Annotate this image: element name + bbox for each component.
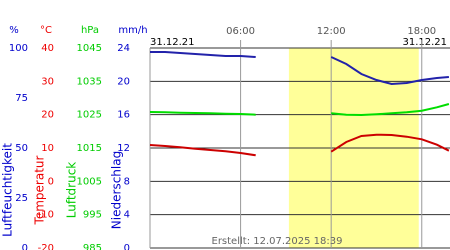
- series-line: [149, 133, 450, 157]
- axis-label: Luftdruck: [65, 162, 79, 219]
- y-tick-label: 0: [48, 176, 54, 187]
- axis-label: Temperatur: [33, 155, 47, 225]
- axis-unit: mm/h: [118, 25, 147, 36]
- axis-label: Luftfeuchtigkeit: [1, 143, 15, 237]
- y-tick-label: 24: [117, 43, 130, 54]
- y-tick-label: 30: [41, 76, 54, 87]
- y-tick-label: 0: [22, 243, 28, 250]
- x-tick-label: 12:00: [317, 26, 346, 37]
- y-tick-label: 1035: [77, 76, 102, 87]
- y-tick-label: 50: [15, 143, 28, 154]
- y-tick-label: 12: [117, 143, 130, 154]
- y-tick-label: 75: [15, 93, 28, 104]
- footer: Erstellt: 12.07.2025 18:39: [212, 236, 343, 247]
- y-tick-label: 1015: [77, 143, 102, 154]
- y-tick-label: 100: [9, 43, 28, 54]
- y-tick-label: 1045: [77, 43, 102, 54]
- axis-unit: hPa: [81, 25, 99, 36]
- y-tick-label: 25: [15, 193, 28, 204]
- y-tick-label: 16: [117, 110, 130, 121]
- y-tick-label: 10: [41, 143, 54, 154]
- y-tick-label: -10: [38, 210, 54, 221]
- axis-label: Niederschlag: [110, 151, 124, 229]
- y-tick-label: 8: [124, 176, 130, 187]
- y-tick-label: 20: [117, 76, 130, 87]
- y-tick-label: 0: [124, 243, 130, 250]
- axis-unit: %: [9, 25, 19, 36]
- y-tick-label: 995: [83, 210, 102, 221]
- y-tick-label: 4: [124, 210, 130, 221]
- y-tick-label: -20: [38, 243, 54, 250]
- y-tick-label: 20: [41, 110, 54, 121]
- x-tick-label: 18:00: [407, 26, 436, 37]
- series-line: [150, 51, 449, 86]
- y-tick-label: 1005: [77, 176, 102, 187]
- axis-unit: °C: [40, 25, 52, 36]
- x-tick-label: 06:00: [226, 26, 255, 37]
- date-left: 31.12.21: [150, 37, 195, 48]
- y-tick-label: 985: [83, 243, 102, 250]
- series-line: [149, 103, 450, 117]
- y-tick-label: 40: [41, 43, 54, 54]
- y-tick-label: 1025: [77, 110, 102, 121]
- date-right: 31.12.21: [402, 37, 447, 48]
